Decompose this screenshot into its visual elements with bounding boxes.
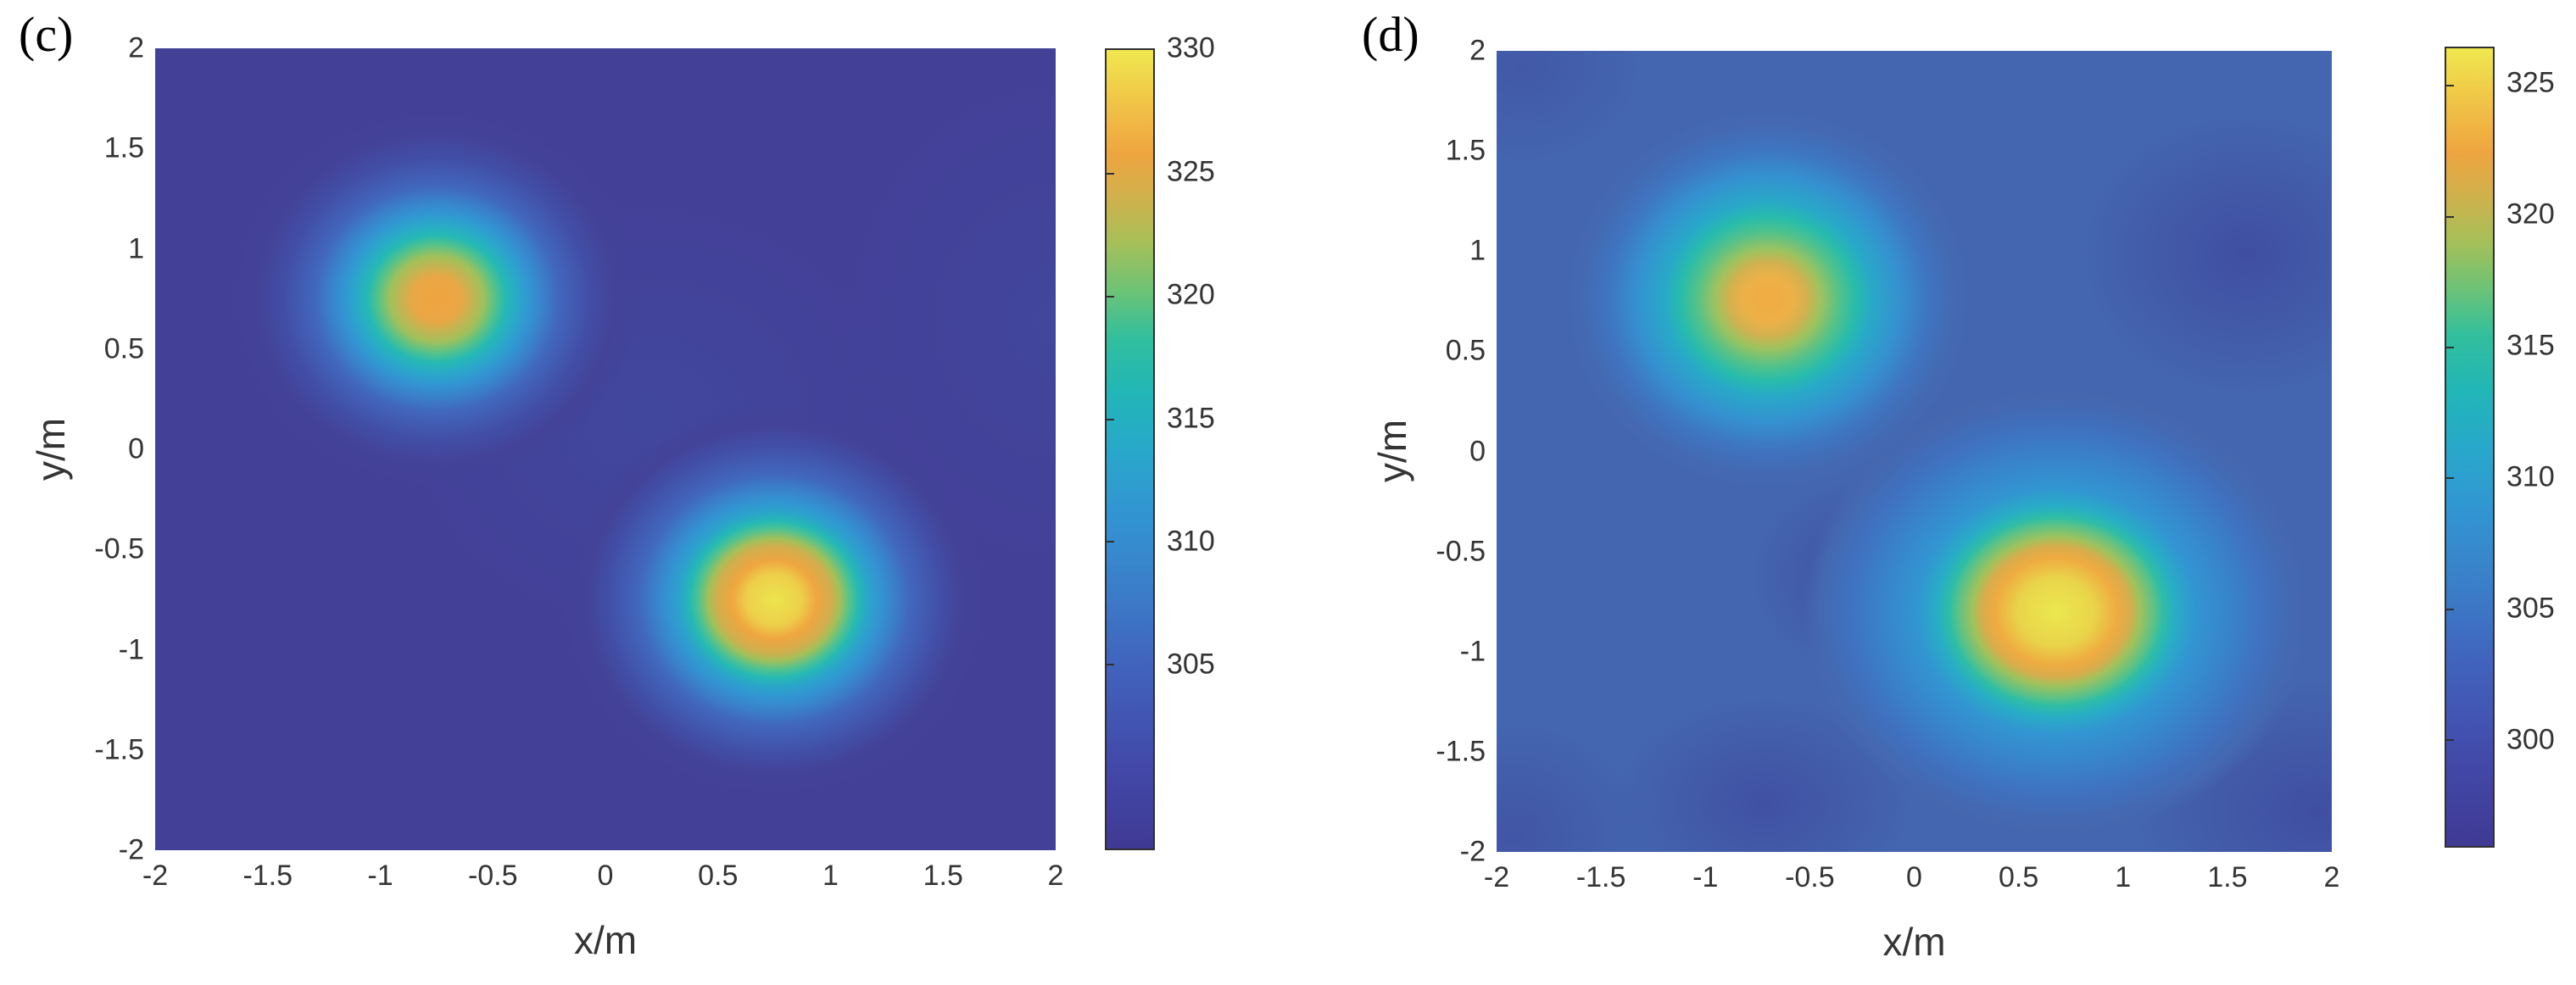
x-tick-label: -2 [1483,861,1510,893]
x-axis-ticks-d: -2 -1.5 -1 -0.5 0 0.5 1 1.5 2 [1484,861,2340,895]
y-tick-label: -1 [1459,635,1486,668]
y-tick-label: 0.5 [103,332,144,365]
x-tick-label: -1 [1692,861,1719,893]
colorbar-tick-mark [1107,419,1114,421]
colorbar-tick-label: 330 [1167,31,1215,64]
colorbar-labels-c: 330 325 320 315 310 305 [1167,32,1268,850]
y-tick-label: 0 [128,432,144,465]
x-tick-label: -0.5 [467,860,518,892]
colorbar-tick-mark [2446,215,2454,218]
colorbar-tick-label: 325 [1167,155,1215,188]
colorbar-tick-mark [1107,173,1114,175]
x-tick-label: -2 [142,860,169,892]
colorbar-tick-label: 305 [1167,648,1215,681]
colorbar-c [1105,48,1155,850]
colorbar-tick-label: 310 [2506,460,2555,493]
colorbar-tick-mark [2446,85,2454,87]
colorbar-tick-mark [1107,296,1114,298]
y-axis-label-c: y/m [29,417,73,481]
x-axis-label-c: x/m [573,918,638,962]
x-tick-label: 1 [822,860,839,892]
x-tick-label: 1.5 [923,860,963,892]
y-axis-ticks-c: 2 1.5 1 0.5 0 -0.5 -1 -1.5 -2 [0,32,144,866]
y-axis-label-d: y/m [1370,419,1414,483]
y-axis-ticks-d: 2 1.5 1 0.5 0 -0.5 -1 -1.5 -2 [1340,35,1486,868]
heatmap-c [155,48,1056,850]
y-tick-label: 1 [1469,234,1486,267]
x-tick-label: 0 [597,860,614,892]
colorbar-tick-mark [1107,664,1114,666]
colorbar-tick-label: 305 [2506,592,2555,625]
y-tick-label: 1 [128,232,144,264]
x-axis-label-d: x/m [1882,920,1946,964]
y-tick-label: -2 [118,833,144,866]
y-tick-label: 0 [1469,435,1486,467]
y-tick-label: -2 [1459,835,1486,868]
colorbar-tick-label: 320 [1167,278,1215,311]
x-tick-label: -1 [367,860,393,892]
x-tick-label: -1.5 [1575,861,1626,893]
colorbar-tick-label: 320 [2506,198,2555,231]
panel-c-label: (c) [19,7,74,62]
colorbar-d [2445,47,2495,848]
x-tick-label: -1.5 [243,860,293,892]
x-tick-label: 2 [1047,860,1064,892]
y-tick-label: -0.5 [1436,535,1486,568]
y-tick-label: 1.5 [103,131,144,164]
panel-d-label: (d) [1362,7,1419,62]
y-tick-label: 0.5 [1445,334,1486,367]
y-tick-label: 2 [1469,34,1486,67]
y-tick-label: -1.5 [94,733,144,766]
colorbar-tick-label: 325 [2506,66,2555,99]
colorbar-tick-mark [2446,346,2454,348]
colorbar-tick-label: 315 [1167,402,1215,435]
colorbar-labels-d: 325 320 315 310 305 300 [2506,47,2576,848]
y-tick-label: -0.5 [94,532,144,565]
y-tick-label: -1.5 [1436,735,1486,768]
y-tick-label: 2 [128,31,144,64]
colorbar-tick-mark [2446,477,2454,480]
x-tick-label: -0.5 [1785,861,1835,893]
x-tick-label: 1 [2115,861,2132,893]
y-tick-label: -1 [118,633,144,665]
colorbar-tick-label: 300 [2506,723,2555,756]
colorbar-tick-mark [2446,738,2454,741]
x-axis-ticks-c: -2 -1.5 -1 -0.5 0 0.5 1 1.5 2 [142,860,1064,893]
colorbar-tick-mark [1107,541,1114,543]
colorbar-tick-label: 310 [1167,525,1215,558]
x-tick-label: 2 [2323,861,2340,893]
x-tick-label: 0.5 [698,860,739,892]
x-tick-label: 0.5 [1998,861,2039,893]
colorbar-tick-mark [2446,608,2454,610]
x-tick-label: 0 [1906,861,1922,893]
heatmap-d [1497,51,2332,852]
y-tick-label: 1.5 [1445,134,1486,167]
x-tick-label: 1.5 [2207,861,2248,893]
colorbar-tick-label: 315 [2506,329,2555,362]
